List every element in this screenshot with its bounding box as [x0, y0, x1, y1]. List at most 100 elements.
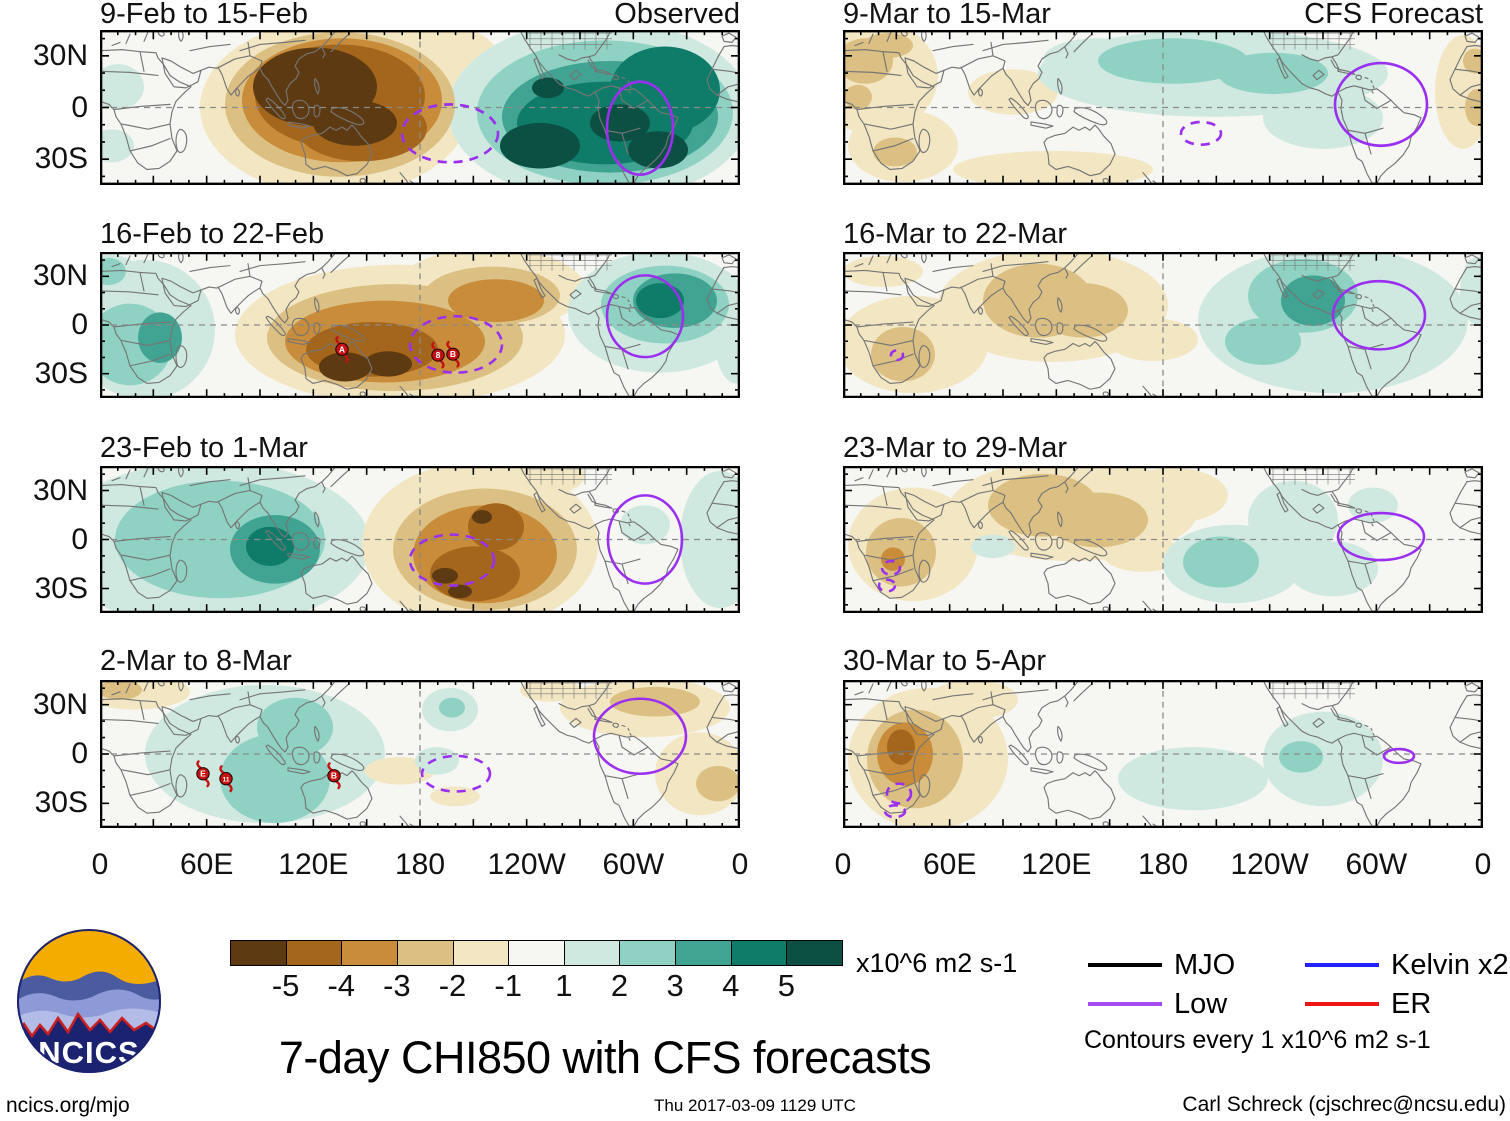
mjo-line-swatch: [1088, 963, 1162, 967]
x-axis-tick-label: 0: [91, 848, 109, 881]
map-panel-observed-week1: [100, 30, 740, 185]
colorbar-tick-label: 5: [777, 968, 795, 1003]
legend-item-low: Low: [1088, 987, 1228, 1020]
colorbar-cell: [730, 940, 788, 966]
svg-text:11: 11: [223, 777, 230, 784]
colorbar-cell: [786, 940, 843, 966]
colorbar-cell: [452, 940, 510, 966]
svg-text:8: 8: [436, 350, 441, 360]
panel-date-range: 16-Feb to 22-Feb: [100, 218, 325, 250]
colorbar-tick-label: 1: [555, 968, 573, 1003]
colorbar-cell: [619, 940, 677, 966]
legend-label: ER: [1391, 987, 1432, 1020]
map-panel-forecast-week4: [843, 680, 1483, 828]
x-axis-tick-label: 60W: [602, 848, 665, 881]
panel-source-label: CFS Forecast: [1304, 0, 1483, 30]
svg-text:A: A: [339, 344, 345, 354]
x-axis-tick-label: 0: [731, 848, 749, 881]
footer-url: ncics.org/mjo: [6, 1094, 130, 1117]
y-axis-tick-label: 30S: [34, 356, 88, 390]
ncics-logo: NCICS: [17, 929, 161, 1073]
svg-text:B: B: [450, 349, 456, 359]
y-axis-tick-label: 30N: [32, 473, 88, 507]
contour-interval-note: Contours every 1 x10^6 m2 s-1: [1084, 1026, 1431, 1054]
y-axis-tick-label: 0: [71, 522, 88, 556]
colorbar: -5 -4 -3 -2 -1 1 2 3 4 5: [230, 940, 844, 1010]
panel-date-range: 30-Mar to 5-Apr: [843, 645, 1047, 677]
map-panel-forecast-week1: [843, 30, 1483, 185]
x-axis-tick-label: 60W: [1345, 848, 1408, 881]
colorbar-tick-label: -1: [494, 968, 522, 1003]
footer-timestamp: Thu 2017-03-09 1129 UTC: [654, 1096, 856, 1115]
panel-date-range: 9-Feb to 15-Feb: [100, 0, 308, 30]
colorbar-tick-label: 3: [666, 968, 684, 1003]
map-panel-observed-week4: E 11 B: [100, 680, 740, 828]
panel-date-range: 2-Mar to 8-Mar: [100, 645, 292, 677]
colorbar-tick-label: 2: [610, 968, 629, 1003]
colorbar-cell: [341, 940, 398, 966]
cyclone-icon: 8: [431, 341, 445, 369]
x-axis-tick-label: 120W: [487, 848, 566, 881]
cyclone-icon: 11: [219, 765, 233, 793]
panel-date-range: 16-Mar to 22-Mar: [843, 218, 1068, 250]
svg-text:E: E: [200, 769, 206, 779]
y-axis-tick-label: 0: [71, 308, 88, 341]
x-axis-tick-label: 60E: [179, 848, 234, 881]
colorbar-units-label: x10^6 m2 s-1: [856, 948, 1018, 978]
legend-item-mjo: MJO: [1088, 948, 1236, 981]
legend-label: MJO: [1174, 948, 1236, 981]
y-axis-tick-label: 30N: [32, 38, 88, 72]
panel-title-row: 30-Mar to 5-Apr: [843, 646, 1483, 676]
colorbar-cell: [508, 940, 565, 966]
x-axis-tick-label: 180: [394, 848, 446, 881]
cyclone-icon: B: [327, 762, 341, 790]
colorbar-tick-label: 4: [722, 968, 740, 1003]
logo-border: [17, 929, 161, 1073]
colorbar-cell: [285, 940, 343, 966]
x-axis-tick-label: 120W: [1230, 848, 1309, 881]
panel-title-row: 23-Feb to 1-Mar: [100, 433, 740, 463]
low-line-swatch: [1088, 1002, 1162, 1006]
legend-item-er: ER: [1305, 987, 1432, 1020]
footer-author: Carl Schreck (cjschrec@ncsu.edu): [1182, 1093, 1506, 1116]
panel-title-row: 23-Mar to 29-Mar: [843, 433, 1483, 463]
map-panel-forecast-week2: [843, 252, 1483, 398]
panel-title-row: 9-Mar to 15-Mar CFS Forecast: [843, 0, 1483, 29]
panel-date-range: 9-Mar to 15-Mar: [843, 0, 1051, 30]
svg-text:B: B: [331, 771, 337, 781]
legend-label: Low: [1174, 987, 1228, 1020]
legend-item-kelvin: Kelvin x2: [1305, 948, 1509, 981]
cyclone-icon: B: [446, 340, 460, 368]
x-axis-tick-label: 120E: [1021, 848, 1092, 881]
y-axis-tick-label: 0: [71, 737, 88, 770]
kelvin-line-swatch: [1305, 963, 1379, 967]
colorbar-tick-label: -5: [271, 968, 300, 1003]
x-axis-tick-label: 120E: [278, 848, 349, 881]
colorbar-tick-label: -3: [383, 968, 411, 1003]
panel-date-range: 23-Mar to 29-Mar: [843, 432, 1068, 464]
x-axis-tick-label: 0: [1474, 848, 1492, 881]
colorbar-tick-label: -4: [327, 968, 356, 1003]
logo-red-ridgeline: [17, 1011, 161, 1039]
y-axis-tick-label: 30S: [34, 786, 88, 820]
panel-date-range: 23-Feb to 1-Mar: [100, 432, 308, 464]
legend-label: Kelvin x2: [1391, 948, 1509, 981]
panel-source-label: Observed: [614, 0, 740, 30]
figure-title: 7-day CHI850 with CFS forecasts: [278, 1032, 932, 1083]
panel-title-row: 16-Feb to 22-Feb: [100, 219, 740, 249]
panel-title-row: 16-Mar to 22-Mar: [843, 219, 1483, 249]
panel-title-row: 2-Mar to 8-Mar: [100, 646, 740, 676]
y-axis-tick-label: 0: [71, 90, 88, 124]
x-axis-tick-label: 60E: [922, 848, 977, 881]
map-panel-observed-week3: [100, 466, 740, 613]
x-axis-tick-label: 0: [834, 848, 852, 881]
colorbar-cell: [230, 940, 287, 966]
cyclone-icon: E: [196, 760, 210, 788]
er-line-swatch: [1305, 1002, 1379, 1006]
y-axis-tick-label: 30N: [32, 259, 88, 293]
panel-title-row: 9-Feb to 15-Feb Observed: [100, 0, 740, 29]
y-axis-tick-label: 30S: [34, 142, 88, 176]
y-axis-tick-label: 30S: [34, 571, 88, 605]
colorbar-cell: [563, 940, 621, 966]
